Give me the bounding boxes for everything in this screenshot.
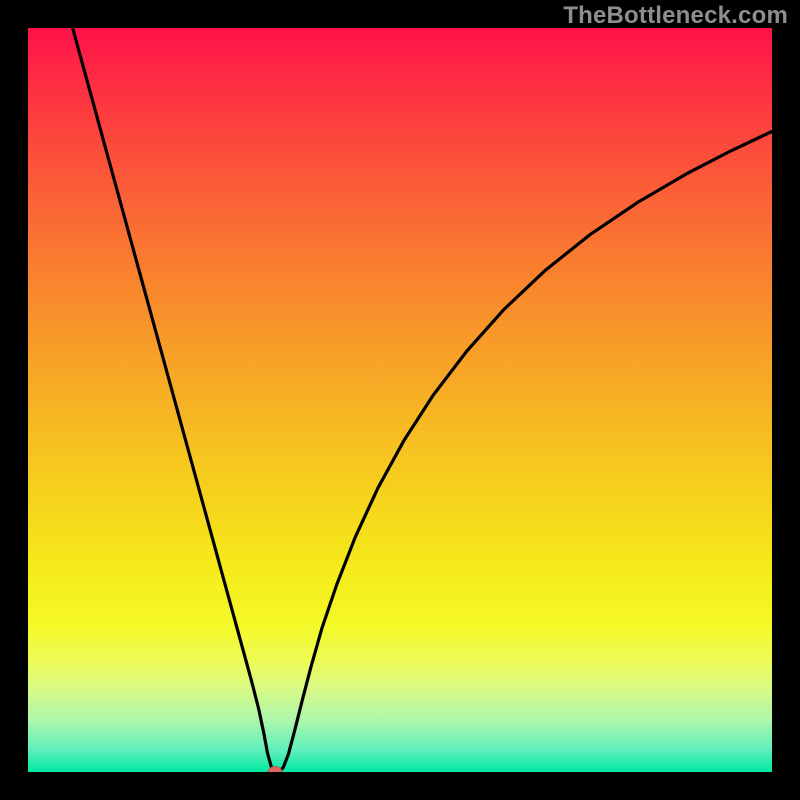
bottleneck-chart: TheBottleneck.com — [0, 0, 800, 800]
watermark-text: TheBottleneck.com — [563, 2, 788, 30]
chart-svg — [0, 0, 800, 800]
chart-background — [28, 28, 772, 772]
